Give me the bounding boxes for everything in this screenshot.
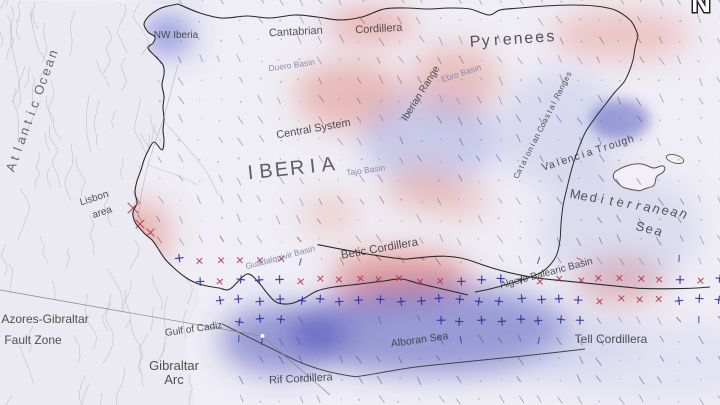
svg-text:n: n (513, 30, 523, 48)
svg-text:e: e (502, 31, 512, 49)
svg-text:e: e (524, 30, 534, 48)
svg-text:E: E (274, 158, 290, 181)
svg-text:Fault Zone: Fault Zone (4, 333, 62, 347)
svg-text:NW Iberia: NW Iberia (154, 30, 199, 41)
svg-text:Gibraltar: Gibraltar (149, 358, 200, 373)
svg-text:Arc: Arc (164, 372, 184, 387)
svg-text:e: e (535, 29, 545, 47)
svg-text:Tell Cordillera: Tell Cordillera (575, 332, 648, 346)
svg-text:N: N (691, 0, 711, 18)
svg-text:B: B (258, 160, 274, 183)
svg-text:y: y (481, 33, 490, 51)
svg-text:P: P (469, 33, 481, 51)
svg-text:s: s (546, 28, 555, 46)
svg-text:Azores-Gibraltar: Azores-Gibraltar (1, 312, 88, 326)
svg-text:R: R (289, 157, 306, 180)
svg-text:Cordillera: Cordillera (355, 22, 404, 36)
